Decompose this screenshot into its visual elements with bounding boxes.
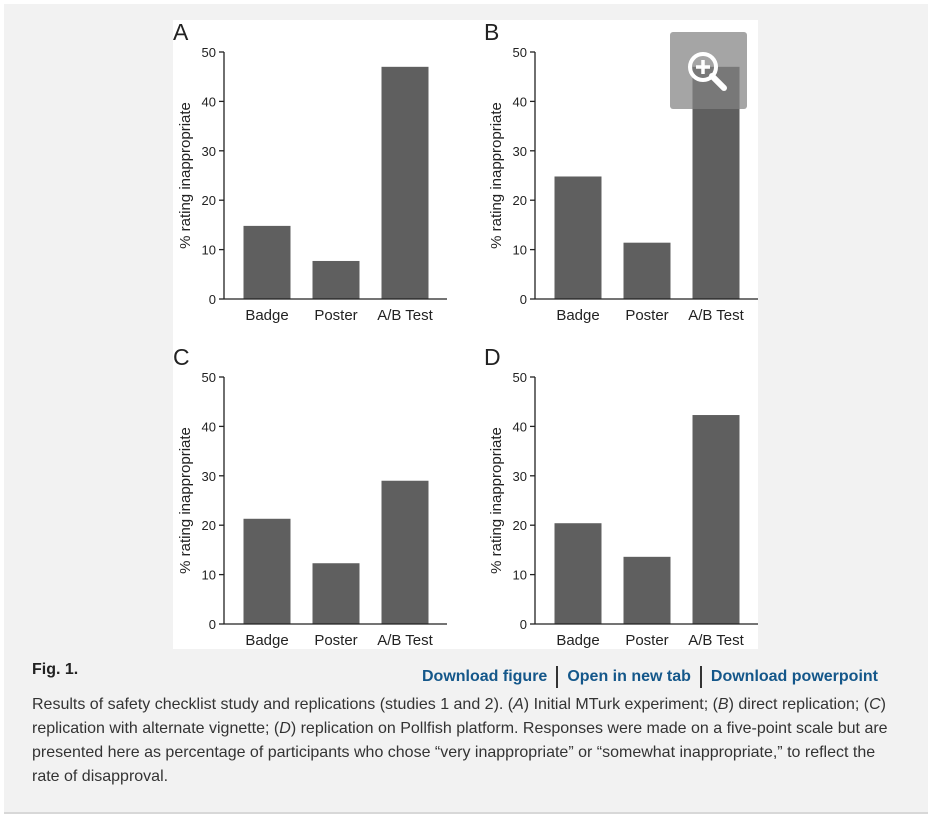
- x-tick-label: Poster: [314, 307, 357, 324]
- bar-badge: [554, 176, 602, 299]
- bar-a-b-test: [381, 480, 429, 624]
- y-tick-label: 10: [202, 243, 216, 258]
- download-figure-link[interactable]: Download figure: [422, 668, 548, 685]
- y-tick-label: 30: [202, 144, 216, 159]
- y-tick-label: 0: [209, 292, 216, 307]
- bar-badge: [243, 518, 291, 624]
- y-axis-label: % rating inappropriate: [488, 102, 505, 249]
- x-tick-label: Badge: [556, 632, 599, 649]
- bar-poster: [312, 260, 360, 299]
- y-tick-label: 50: [202, 370, 216, 385]
- y-tick-label: 0: [520, 292, 527, 307]
- y-tick-label: 40: [513, 419, 527, 434]
- chart-panel-a: A % rating inappropriate 0 10 20 30 40 50 Badge P…: [173, 20, 447, 324]
- x-tick-label: A/B Test: [688, 632, 744, 649]
- bar-a-b-test: [381, 66, 429, 299]
- x-tick-label: A/B Test: [377, 307, 433, 324]
- bar-charts: A % rating inappropriate 0 10 20 30 40 50 Badge P…: [173, 20, 758, 649]
- zoom-in-icon: [688, 52, 727, 91]
- panel-letter: A: [173, 20, 189, 45]
- link-divider: [556, 666, 559, 688]
- y-tick-label: 50: [202, 45, 216, 60]
- bar-poster: [312, 563, 360, 624]
- y-tick-label: 0: [520, 617, 527, 632]
- x-tick-label: A/B Test: [688, 307, 744, 324]
- figure-label: Fig. 1.: [32, 661, 79, 678]
- y-tick-label: 30: [513, 144, 527, 159]
- y-tick-label: 20: [202, 193, 216, 208]
- y-tick-label: 40: [202, 419, 216, 434]
- y-tick-label: 30: [202, 469, 216, 484]
- bar-badge: [243, 225, 291, 299]
- link-divider: [699, 666, 702, 688]
- x-tick-label: Badge: [556, 307, 599, 324]
- x-tick-label: A/B Test: [377, 632, 433, 649]
- y-tick-label: 0: [209, 617, 216, 632]
- y-axis-label: % rating inappropriate: [177, 427, 194, 574]
- panel-letter: C: [173, 344, 190, 370]
- y-tick-label: 10: [513, 568, 527, 583]
- y-tick-label: 50: [513, 370, 527, 385]
- figure-caption: Results of safety checklist study and re…: [32, 696, 888, 785]
- y-tick-label: 40: [202, 94, 216, 109]
- y-axis-label: % rating inappropriate: [488, 427, 505, 574]
- panel-letter: B: [484, 20, 499, 45]
- zoom-button[interactable]: [670, 32, 747, 109]
- y-tick-label: 40: [513, 94, 527, 109]
- x-tick-label: Badge: [245, 632, 288, 649]
- download-powerpoint-link[interactable]: Download powerpoint: [710, 668, 878, 685]
- y-tick-label: 10: [202, 568, 216, 583]
- x-tick-label: Poster: [314, 632, 357, 649]
- x-tick-label: Poster: [625, 307, 668, 324]
- bar-poster: [623, 242, 671, 299]
- figure-image[interactable]: A % rating inappropriate 0 10 20 30 40 50 Badge P…: [173, 20, 758, 649]
- y-tick-label: 20: [202, 518, 216, 533]
- bar-a-b-test: [692, 415, 740, 624]
- y-tick-label: 10: [513, 243, 527, 258]
- panel-letter: D: [484, 344, 501, 370]
- y-tick-label: 30: [513, 469, 527, 484]
- x-tick-label: Badge: [245, 307, 288, 324]
- bar-poster: [623, 556, 671, 624]
- x-tick-label: Poster: [625, 632, 668, 649]
- figure-links: Download figure Open in new tab Download…: [422, 666, 878, 688]
- y-axis-label: % rating inappropriate: [177, 102, 194, 249]
- open-new-tab-link[interactable]: Open in new tab: [567, 668, 691, 685]
- bar-badge: [554, 523, 602, 624]
- y-tick-label: 20: [513, 193, 527, 208]
- chart-panel-d: D % rating inappropriate 0 10 20 30 40 50 Badge P…: [484, 344, 758, 649]
- y-tick-label: 50: [513, 45, 527, 60]
- y-tick-label: 20: [513, 518, 527, 533]
- chart-panel-c: C % rating inappropriate 0 10 20 30 40 50 Badge P…: [173, 344, 447, 649]
